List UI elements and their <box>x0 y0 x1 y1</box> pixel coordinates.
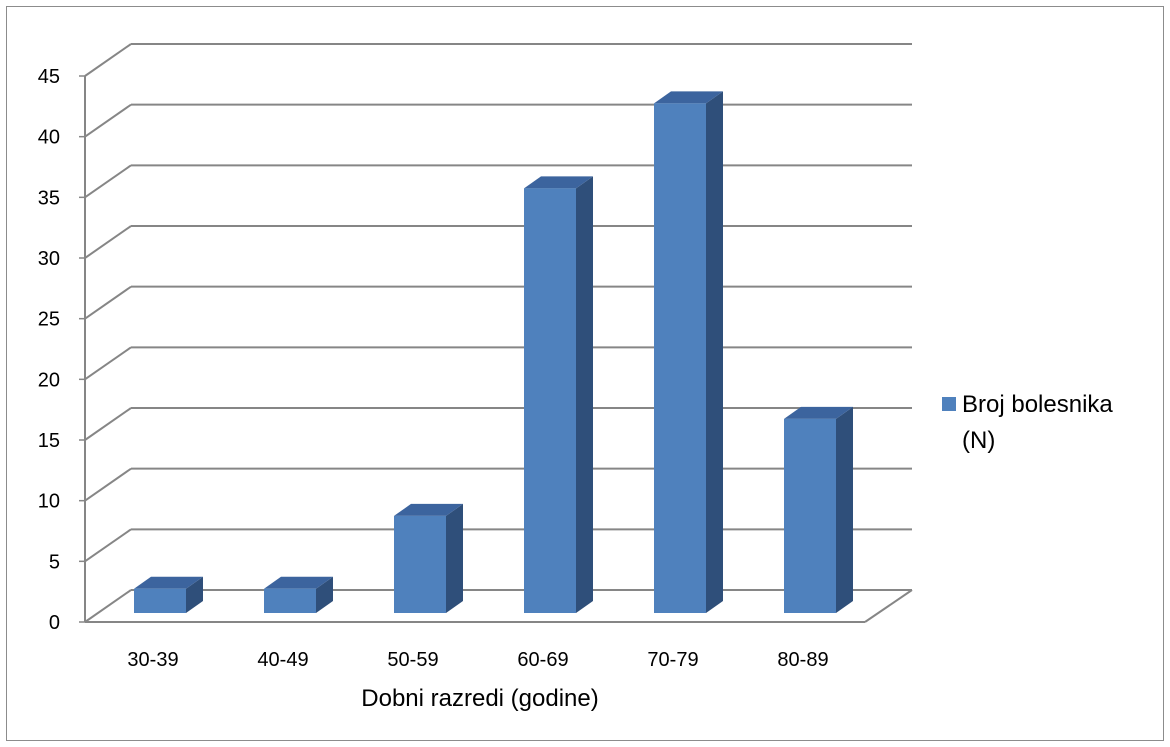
x-tick-label: 50-59 <box>387 649 438 671</box>
bar-side <box>186 576 203 613</box>
legend-swatch <box>942 397 956 411</box>
legend-label-line1: Broj bolesnika <box>962 391 1113 418</box>
y-tick-label: 25 <box>38 309 60 331</box>
y-tick-label: 0 <box>49 612 60 634</box>
x-tick-label: 40-49 <box>257 649 308 671</box>
y-tick-labels: 0 5 10 15 20 25 30 35 40 45 <box>38 66 60 634</box>
bar-front <box>394 515 446 613</box>
y-tick-label: 35 <box>38 187 60 209</box>
bars <box>134 91 853 614</box>
gridline-diagonal <box>84 407 132 441</box>
gridline-diagonal <box>84 285 132 320</box>
bar-30-39 <box>134 576 203 613</box>
bar-top <box>134 576 203 589</box>
gridline-diagonal <box>84 103 132 138</box>
bar-top <box>524 176 593 189</box>
bar-side <box>446 503 463 613</box>
gridline-diagonal <box>84 43 132 77</box>
floor-right-edge <box>864 589 913 623</box>
x-tick-label: 60-69 <box>517 649 568 671</box>
y-tick-label: 15 <box>38 430 60 452</box>
bar-80-89 <box>784 406 853 613</box>
bar-front <box>134 588 186 613</box>
y-tick-label: 45 <box>38 66 60 88</box>
bar-side <box>316 576 333 613</box>
bar-side <box>836 406 853 613</box>
gridline-diagonal <box>84 528 132 563</box>
x-tick-labels: 30-39 40-49 50-59 60-69 70-79 80-89 <box>127 649 828 671</box>
x-tick-label: 70-79 <box>647 649 698 671</box>
x-tick-label: 80-89 <box>777 649 828 671</box>
floor-left-edge <box>84 589 132 623</box>
bar-front <box>524 188 576 614</box>
y-tick-label: 30 <box>38 248 60 270</box>
y-tick-label: 40 <box>38 127 60 149</box>
gridlines <box>84 43 912 563</box>
bar-60-69 <box>524 176 593 614</box>
gridline-diagonal <box>84 346 132 381</box>
bar-side <box>576 176 593 614</box>
bar-top <box>654 91 723 104</box>
y-tick-label: 10 <box>38 491 60 513</box>
bar-top <box>394 503 463 516</box>
x-axis-title: Dobni razredi (godine) <box>361 685 598 712</box>
y-tick-label: 20 <box>38 369 60 391</box>
gridline-diagonal <box>84 164 132 199</box>
axes <box>79 75 913 623</box>
bar-40-49 <box>264 576 333 613</box>
bar-side <box>706 91 723 613</box>
bar-front <box>784 418 836 613</box>
bar-70-79 <box>654 91 723 614</box>
gridline-diagonal <box>84 467 132 502</box>
x-tick-label: 30-39 <box>127 649 178 671</box>
bar-top <box>264 576 333 589</box>
legend: Broj bolesnika (N) <box>942 391 1113 454</box>
y-tick-label: 5 <box>49 551 60 573</box>
bar-50-59 <box>394 503 463 613</box>
bar-front <box>264 588 316 613</box>
bar-front <box>654 103 706 614</box>
bar-top <box>784 406 853 419</box>
legend-label-line2: (N) <box>962 427 995 454</box>
gridline-diagonal <box>84 225 132 259</box>
